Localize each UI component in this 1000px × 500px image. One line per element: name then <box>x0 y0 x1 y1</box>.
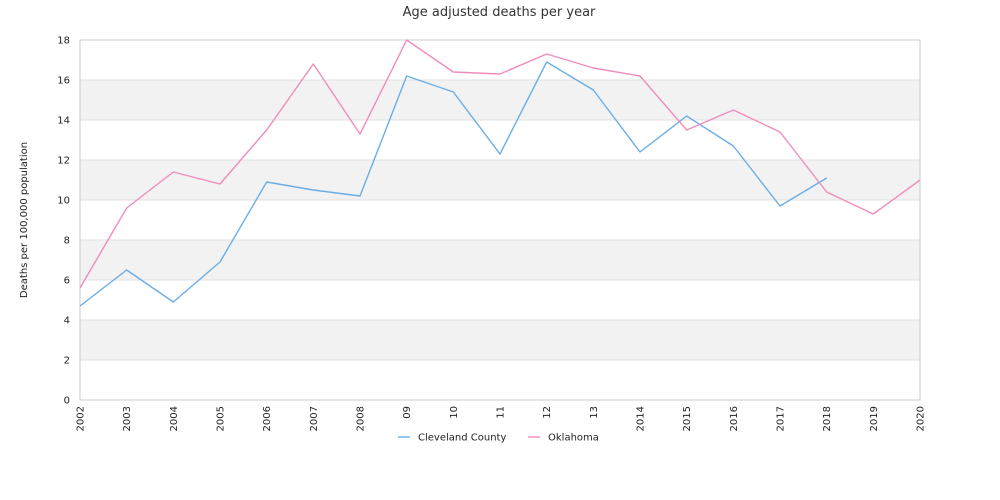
grid-band <box>80 160 920 200</box>
legend: Cleveland County Oklahoma <box>398 433 599 444</box>
y-axis-title: Deaths per 100,000 population <box>19 142 30 298</box>
series-lines <box>79 39 921 307</box>
x-tick-label: 2015 <box>682 406 693 431</box>
x-tick-label: 13 <box>589 406 600 419</box>
x-tick-label: 2004 <box>169 406 180 431</box>
y-tick-label: 14 <box>57 116 70 127</box>
y-tick-label: 12 <box>57 156 70 167</box>
y-tick-label: 4 <box>64 316 70 327</box>
grid-band <box>80 320 920 360</box>
chart-title: Age adjusted deaths per year <box>403 5 596 20</box>
grid-band <box>80 240 920 280</box>
y-tick-label: 8 <box>64 236 70 247</box>
y-tick-label: 6 <box>64 276 70 287</box>
y-tick-label: 2 <box>64 356 70 367</box>
x-tick-label: 2008 <box>356 406 367 431</box>
x-tick-label: 2016 <box>729 406 740 431</box>
x-tick-label: 2020 <box>916 406 927 431</box>
x-tick-label: 2007 <box>309 406 320 431</box>
gridlines <box>80 39 920 401</box>
grid-band <box>80 80 920 120</box>
x-tick-label: 12 <box>542 406 553 419</box>
x-tick-label: 2005 <box>216 406 227 431</box>
x-tick-label: 2003 <box>122 406 133 431</box>
y-axis-ticks: 0 2 4 6 8 10 12 14 16 18 <box>57 36 70 407</box>
x-tick-label: 2017 <box>776 406 787 431</box>
y-tick-label: 0 <box>64 396 70 407</box>
legend-label-oklahoma: Oklahoma <box>548 433 599 444</box>
y-tick-label: 18 <box>57 36 70 47</box>
x-tick-label: 2018 <box>822 406 833 431</box>
legend-label-cleveland-county: Cleveland County <box>418 433 506 444</box>
y-tick-label: 10 <box>57 196 70 207</box>
series-line-oklahoma <box>79 39 921 289</box>
x-tick-label: 10 <box>449 406 460 419</box>
background-bands <box>80 80 920 360</box>
x-tick-label: 11 <box>496 406 507 419</box>
y-tick-label: 16 <box>57 76 70 87</box>
x-tick-label: 09 <box>402 406 413 419</box>
plot-frame <box>79 39 921 401</box>
x-tick-label: 2014 <box>636 406 647 431</box>
x-tick-label: 2019 <box>869 406 880 431</box>
x-tick-label: 2006 <box>262 406 273 431</box>
series-line-cleveland-county <box>79 61 828 307</box>
x-axis-ticks: 2002 2003 2004 2005 2006 2007 2008 09 10 11 12 13 20… <box>76 406 927 431</box>
x-tick-label: 2002 <box>76 406 87 431</box>
